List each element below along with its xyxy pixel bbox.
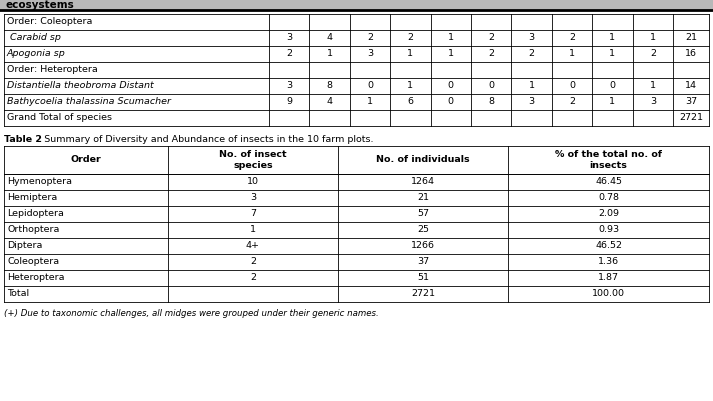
Text: 0: 0	[610, 81, 615, 91]
Text: 3: 3	[528, 97, 535, 107]
Text: 1: 1	[528, 81, 535, 91]
Text: 37: 37	[417, 257, 429, 267]
Text: 0: 0	[367, 81, 373, 91]
Text: Table 2: Table 2	[4, 134, 42, 144]
Text: Heteroptera: Heteroptera	[7, 273, 64, 282]
Text: Order: Heteroptera: Order: Heteroptera	[7, 65, 98, 75]
Text: 14: 14	[685, 81, 697, 91]
Text: 1: 1	[610, 97, 615, 107]
Text: Orthoptera: Orthoptera	[7, 225, 59, 235]
Text: 3: 3	[286, 34, 292, 43]
Text: 25: 25	[417, 225, 429, 235]
Text: 4+: 4+	[246, 241, 260, 251]
Text: : Summary of Diversity and Abundance of insects in the 10 farm plots.: : Summary of Diversity and Abundance of …	[38, 134, 374, 144]
Text: 1: 1	[448, 49, 453, 59]
Text: 9: 9	[286, 97, 292, 107]
Text: 37: 37	[685, 97, 697, 107]
Text: 1: 1	[650, 34, 656, 43]
Text: 1.87: 1.87	[598, 273, 619, 282]
Text: 2: 2	[250, 257, 256, 267]
Text: No. of insect
species: No. of insect species	[219, 150, 287, 170]
Text: 1: 1	[569, 49, 575, 59]
Text: 1264: 1264	[411, 178, 435, 186]
Text: 2: 2	[286, 49, 292, 59]
Text: Diptera: Diptera	[7, 241, 42, 251]
Text: 6: 6	[407, 97, 414, 107]
Text: 1: 1	[407, 81, 414, 91]
Text: 0.78: 0.78	[598, 194, 619, 203]
Text: 16: 16	[685, 49, 697, 59]
Text: 1: 1	[610, 49, 615, 59]
Text: 2: 2	[488, 34, 494, 43]
Text: Distantiella theobroma Distant: Distantiella theobroma Distant	[7, 81, 154, 91]
Text: 2721: 2721	[679, 113, 703, 122]
Text: 1266: 1266	[411, 241, 435, 251]
Text: 1: 1	[650, 81, 656, 91]
Text: 4: 4	[327, 97, 332, 107]
Text: 1.36: 1.36	[598, 257, 619, 267]
Text: 0.93: 0.93	[598, 225, 619, 235]
Text: 1: 1	[367, 97, 373, 107]
Text: % of the total no. of
insects: % of the total no. of insects	[555, 150, 662, 170]
Text: Bathycoelia thalassina Scumacher: Bathycoelia thalassina Scumacher	[7, 97, 171, 107]
Text: 2: 2	[569, 97, 575, 107]
Text: 46.45: 46.45	[595, 178, 622, 186]
Text: 3: 3	[650, 97, 656, 107]
Text: 51: 51	[417, 273, 429, 282]
Text: Order: Coleoptera: Order: Coleoptera	[7, 18, 93, 26]
Text: 1: 1	[327, 49, 332, 59]
Text: 1: 1	[407, 49, 414, 59]
Text: 0: 0	[448, 97, 453, 107]
Text: Apogonia sp: Apogonia sp	[7, 49, 66, 59]
Text: 0: 0	[569, 81, 575, 91]
Text: 21: 21	[417, 194, 429, 203]
Text: Total: Total	[7, 290, 29, 298]
Text: Carabid sp: Carabid sp	[7, 34, 61, 43]
Text: 2: 2	[367, 34, 373, 43]
Text: 2: 2	[488, 49, 494, 59]
Text: 2: 2	[528, 49, 535, 59]
Text: (+) Due to taxonomic challenges, all midges were grouped under their generic nam: (+) Due to taxonomic challenges, all mid…	[4, 309, 379, 318]
Text: 2: 2	[250, 273, 256, 282]
Text: No. of individuals: No. of individuals	[376, 156, 470, 164]
Text: 3: 3	[367, 49, 373, 59]
Text: 8: 8	[327, 81, 332, 91]
Text: 10: 10	[247, 178, 259, 186]
Text: 7: 7	[250, 209, 256, 219]
Text: 3: 3	[250, 194, 256, 203]
Text: Hemiptera: Hemiptera	[7, 194, 57, 203]
Text: 100.00: 100.00	[592, 290, 625, 298]
Text: 0: 0	[488, 81, 494, 91]
Text: 2.09: 2.09	[598, 209, 619, 219]
Text: Hymenoptera: Hymenoptera	[7, 178, 72, 186]
Text: 0: 0	[448, 81, 453, 91]
Text: 3: 3	[286, 81, 292, 91]
Text: 1: 1	[448, 34, 453, 43]
Text: Grand Total of species: Grand Total of species	[7, 113, 112, 122]
Text: 1: 1	[250, 225, 256, 235]
Text: Coleoptera: Coleoptera	[7, 257, 59, 267]
Text: 2: 2	[407, 34, 414, 43]
Text: Order: Order	[71, 156, 101, 164]
Text: Lepidoptera: Lepidoptera	[7, 209, 64, 219]
Text: 3: 3	[528, 34, 535, 43]
Text: 4: 4	[327, 34, 332, 43]
Text: 57: 57	[417, 209, 429, 219]
Text: 8: 8	[488, 97, 494, 107]
Text: 1: 1	[610, 34, 615, 43]
Text: 2721: 2721	[411, 290, 435, 298]
Text: 21: 21	[685, 34, 697, 43]
Text: 2: 2	[569, 34, 575, 43]
Text: 46.52: 46.52	[595, 241, 622, 251]
Text: 2: 2	[650, 49, 656, 59]
Text: ecosystems: ecosystems	[5, 0, 73, 10]
Bar	[0, 0, 713, 10]
